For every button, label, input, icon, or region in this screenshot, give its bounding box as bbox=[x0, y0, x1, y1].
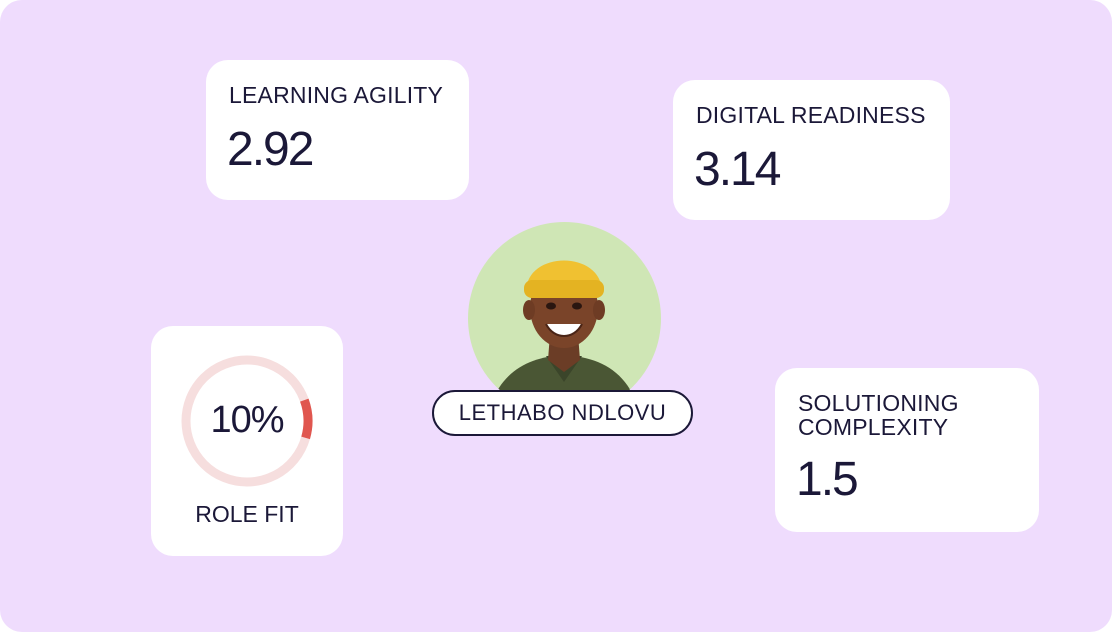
solutioning-complexity-label: SOLUTIONING COMPLEXITY bbox=[798, 390, 959, 440]
person-photo-icon bbox=[468, 222, 661, 415]
profile-name-badge: LETHABO NDLOVU bbox=[432, 390, 693, 436]
learning-agility-value: 2.92 bbox=[227, 123, 314, 176]
digital-readiness-value: 3.14 bbox=[694, 143, 781, 196]
role-fit-value: 10% bbox=[210, 399, 284, 441]
digital-readiness-card: DIGITAL READINESS 3.14 bbox=[673, 80, 950, 220]
solutioning-complexity-value: 1.5 bbox=[796, 453, 859, 506]
role-fit-ring-progress bbox=[181, 355, 313, 487]
learning-agility-label: LEARNING AGILITY bbox=[229, 82, 444, 108]
solutioning-complexity-card: SOLUTIONING COMPLEXITY 1.5 bbox=[775, 368, 1039, 532]
role-fit-gauge bbox=[181, 355, 313, 487]
role-fit-label: ROLE FIT bbox=[195, 501, 299, 527]
role-fit-card: 10% ROLE FIT bbox=[151, 326, 343, 556]
avatar-illustration bbox=[488, 260, 640, 415]
learning-agility-card: LEARNING AGILITY 2.92 bbox=[206, 60, 469, 200]
digital-readiness-label: DIGITAL READINESS bbox=[696, 102, 926, 128]
